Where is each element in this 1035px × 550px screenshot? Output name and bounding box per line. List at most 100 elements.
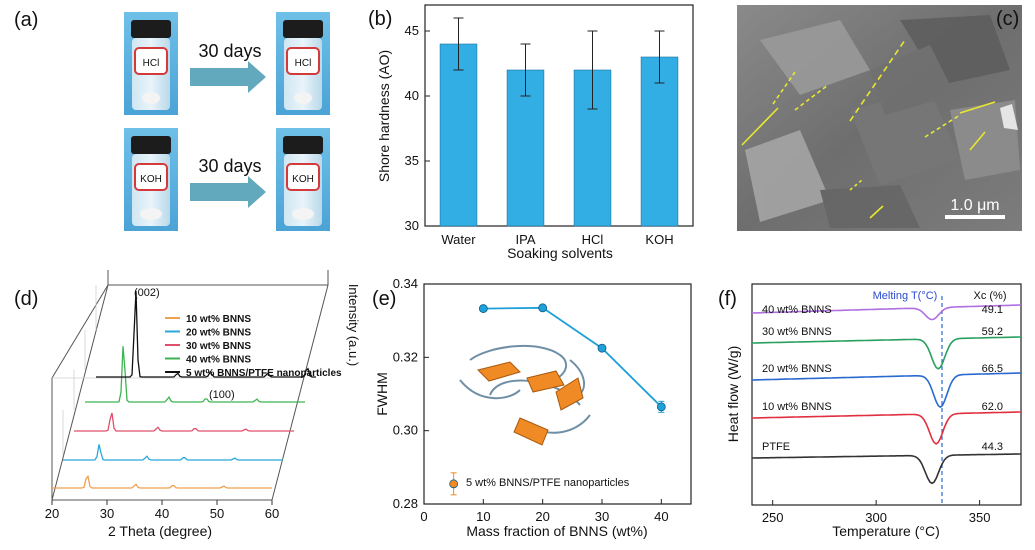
x-axis-label: Mass fraction of BNNS (wt%) bbox=[466, 523, 647, 539]
plot-frame bbox=[751, 283, 1022, 506]
xrd-trace bbox=[96, 290, 316, 378]
x-tick-label: 30 bbox=[595, 509, 609, 524]
scale-bar bbox=[945, 215, 1005, 219]
bar bbox=[640, 56, 679, 227]
dsc-trace bbox=[751, 372, 1022, 409]
panel-f-label: (f) bbox=[718, 288, 737, 310]
plot-frame bbox=[423, 283, 692, 505]
x-tick-label: 50 bbox=[210, 506, 224, 521]
data-point bbox=[449, 479, 459, 489]
xc-value: 62.0 bbox=[982, 401, 1003, 413]
vial-label: KOH bbox=[140, 174, 162, 185]
dsc-trace bbox=[752, 336, 1021, 370]
data-point bbox=[597, 343, 607, 353]
bar bbox=[439, 43, 478, 227]
arrow-right-icon bbox=[190, 176, 266, 208]
x-tick-label: 20 bbox=[535, 509, 549, 524]
x-tick-label: 10 bbox=[476, 509, 490, 524]
xc-value: 66.5 bbox=[982, 363, 1003, 375]
panel-b: (b) 30 35 40 45 Water IPA HCl KOH Shore hardne… bbox=[368, 4, 694, 261]
panel-d-label: (d) bbox=[14, 288, 38, 310]
series-label: 30 wt% BNNS bbox=[762, 326, 832, 338]
x-tick-label: 20 bbox=[45, 506, 59, 521]
x-axis-label: Soaking solvents bbox=[507, 245, 613, 261]
waterfall-frame bbox=[51, 270, 329, 501]
panel-a: (a) HCl HCl KOH bbox=[14, 9, 330, 231]
data-point bbox=[538, 303, 548, 313]
y-axis-label: FWHM bbox=[374, 372, 390, 416]
peak-annotation-002: (002) bbox=[134, 287, 160, 299]
panel-a-label: (a) bbox=[14, 9, 38, 31]
xrd-trace bbox=[74, 412, 294, 432]
x-tick-label: IPA bbox=[516, 232, 536, 247]
series-line bbox=[483, 306, 662, 408]
xrd-trace bbox=[63, 444, 283, 461]
xrd-trace bbox=[52, 474, 272, 489]
x-tick-label: 60 bbox=[265, 506, 279, 521]
y-tick-label: 30 bbox=[405, 218, 419, 233]
y-tick-label: 0.30 bbox=[393, 423, 418, 438]
panel-e-label: (e) bbox=[372, 288, 396, 310]
dsc-trace bbox=[752, 453, 1021, 485]
arrow-text-top: 30 days bbox=[198, 41, 261, 61]
xc-value: 44.3 bbox=[982, 441, 1003, 453]
x-axis-label: 2 Theta (degree) bbox=[108, 523, 212, 539]
xc-header: Xc (%) bbox=[974, 290, 1007, 302]
yellow-guide-lines bbox=[741, 39, 996, 219]
series-label: PTFE bbox=[762, 441, 790, 453]
vial-label: KOH bbox=[292, 174, 314, 185]
bnns-sheet-illustration bbox=[459, 345, 591, 446]
x-tick-label: 30 bbox=[100, 506, 114, 521]
y-axis-label: Intensity (a.u.) bbox=[346, 284, 361, 366]
x-tick-label: Water bbox=[441, 232, 476, 247]
xc-value: 49.1 bbox=[982, 304, 1003, 316]
y-tick-label: 45 bbox=[405, 23, 419, 38]
panel-c: (c) 1.0 μm bbox=[737, 5, 1022, 231]
legend-label: 5 wt% BNNS/PTFE nanoparticles bbox=[186, 368, 342, 379]
dsc-trace bbox=[752, 411, 1021, 445]
data-point bbox=[478, 304, 488, 313]
series-label: 20 wt% BNNS bbox=[762, 363, 832, 375]
plot-frame bbox=[424, 4, 694, 227]
x-tick-label: 40 bbox=[155, 506, 169, 521]
panel-b-label: (b) bbox=[368, 8, 392, 30]
x-axis-label: Temperature (°C) bbox=[832, 523, 940, 539]
vial-photo-koh-after: KOH bbox=[276, 128, 330, 231]
xc-value: 59.2 bbox=[982, 326, 1003, 338]
y-tick-label: 35 bbox=[405, 153, 419, 168]
dsc-trace bbox=[751, 304, 1022, 321]
x-tick-label: 0 bbox=[420, 509, 427, 524]
waterfall-grid bbox=[52, 285, 272, 455]
y-axis-label: Heat flow (W/g) bbox=[725, 346, 741, 442]
vial-label: HCl bbox=[295, 58, 312, 69]
x-tick-label: 40 bbox=[654, 509, 668, 524]
panel-c-label: (c) bbox=[996, 8, 1019, 30]
x-tick-label: 300 bbox=[865, 510, 887, 525]
vial-photo-koh-before: KOH bbox=[124, 128, 178, 231]
panel-f: (f) Melting T(°C) Xc (%) 40 wt% BNNS 49.1… bbox=[718, 283, 1022, 539]
sem-texture bbox=[745, 15, 1020, 228]
legend-label: 10 wt% BNNS bbox=[186, 314, 251, 325]
x-tick-label: HCl bbox=[582, 232, 604, 247]
vial-photo-hcl-before: HCl bbox=[124, 12, 178, 115]
peak-annotation-100: (100) bbox=[209, 389, 235, 401]
arrow-text-bottom: 30 days bbox=[198, 156, 261, 176]
series-label: 10 wt% BNNS bbox=[762, 401, 832, 413]
legend-label: 40 wt% BNNS bbox=[186, 355, 251, 366]
vial-photo-hcl-after: HCl bbox=[276, 12, 330, 115]
x-tick-label: KOH bbox=[645, 232, 673, 247]
panel-d: (d) 20 30 40 50 60 10 wt% BNNS 20 wt% BNNS 30 … bbox=[14, 270, 361, 539]
legend-label: 5 wt% BNNS/PTFE nanoparticles bbox=[466, 477, 630, 489]
x-tick-label: 250 bbox=[762, 510, 784, 525]
y-tick-label: 0.32 bbox=[393, 349, 418, 364]
vial-label: HCl bbox=[143, 58, 160, 69]
arrow-right-icon bbox=[190, 61, 266, 93]
y-tick-label: 40 bbox=[405, 88, 419, 103]
data-point bbox=[656, 402, 666, 412]
y-tick-label: 0.34 bbox=[393, 276, 418, 291]
legend-label: 30 wt% BNNS bbox=[186, 341, 251, 352]
panel-e: (e) 0.28 0.30 0.32 0.34 0 10 20 30 40 FWHM Mass… bbox=[372, 276, 692, 539]
y-tick-label: 0.28 bbox=[393, 496, 418, 511]
y-axis-label: Shore hardness (AO) bbox=[376, 50, 392, 182]
